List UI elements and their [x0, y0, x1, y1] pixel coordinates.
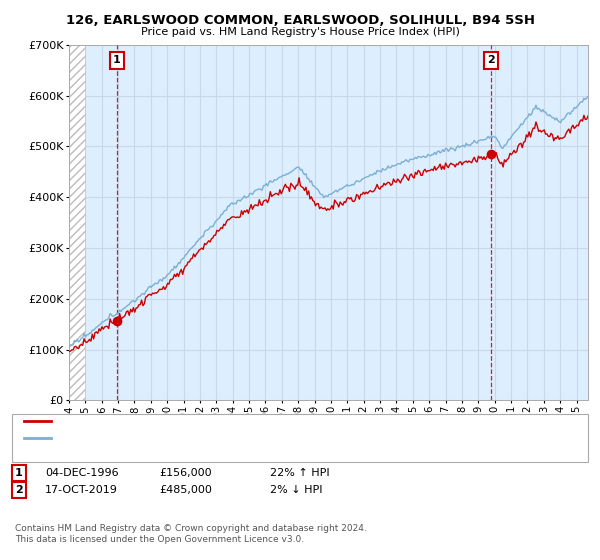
- Text: 2: 2: [15, 485, 23, 495]
- Text: 1: 1: [15, 468, 23, 478]
- Text: 2: 2: [487, 55, 495, 66]
- Text: This data is licensed under the Open Government Licence v3.0.: This data is licensed under the Open Gov…: [15, 535, 304, 544]
- Text: 126, EARLSWOOD COMMON, EARLSWOOD, SOLIHULL, B94 5SH: 126, EARLSWOOD COMMON, EARLSWOOD, SOLIHU…: [65, 14, 535, 27]
- Text: 126, EARLSWOOD COMMON, EARLSWOOD, SOLIHULL, B94 5SH (detached house): 126, EARLSWOOD COMMON, EARLSWOOD, SOLIHU…: [54, 417, 479, 427]
- Text: 17-OCT-2019: 17-OCT-2019: [45, 485, 118, 495]
- Text: Price paid vs. HM Land Registry's House Price Index (HPI): Price paid vs. HM Land Registry's House …: [140, 27, 460, 37]
- Text: 2% ↓ HPI: 2% ↓ HPI: [270, 485, 323, 495]
- Text: 22% ↑ HPI: 22% ↑ HPI: [270, 468, 329, 478]
- Text: 1: 1: [113, 55, 121, 66]
- Text: £485,000: £485,000: [159, 485, 212, 495]
- Text: Contains HM Land Registry data © Crown copyright and database right 2024.: Contains HM Land Registry data © Crown c…: [15, 524, 367, 533]
- Text: 04-DEC-1996: 04-DEC-1996: [45, 468, 119, 478]
- Text: £156,000: £156,000: [159, 468, 212, 478]
- Text: HPI: Average price, detached house, Stratford-on-Avon: HPI: Average price, detached house, Stra…: [54, 434, 340, 444]
